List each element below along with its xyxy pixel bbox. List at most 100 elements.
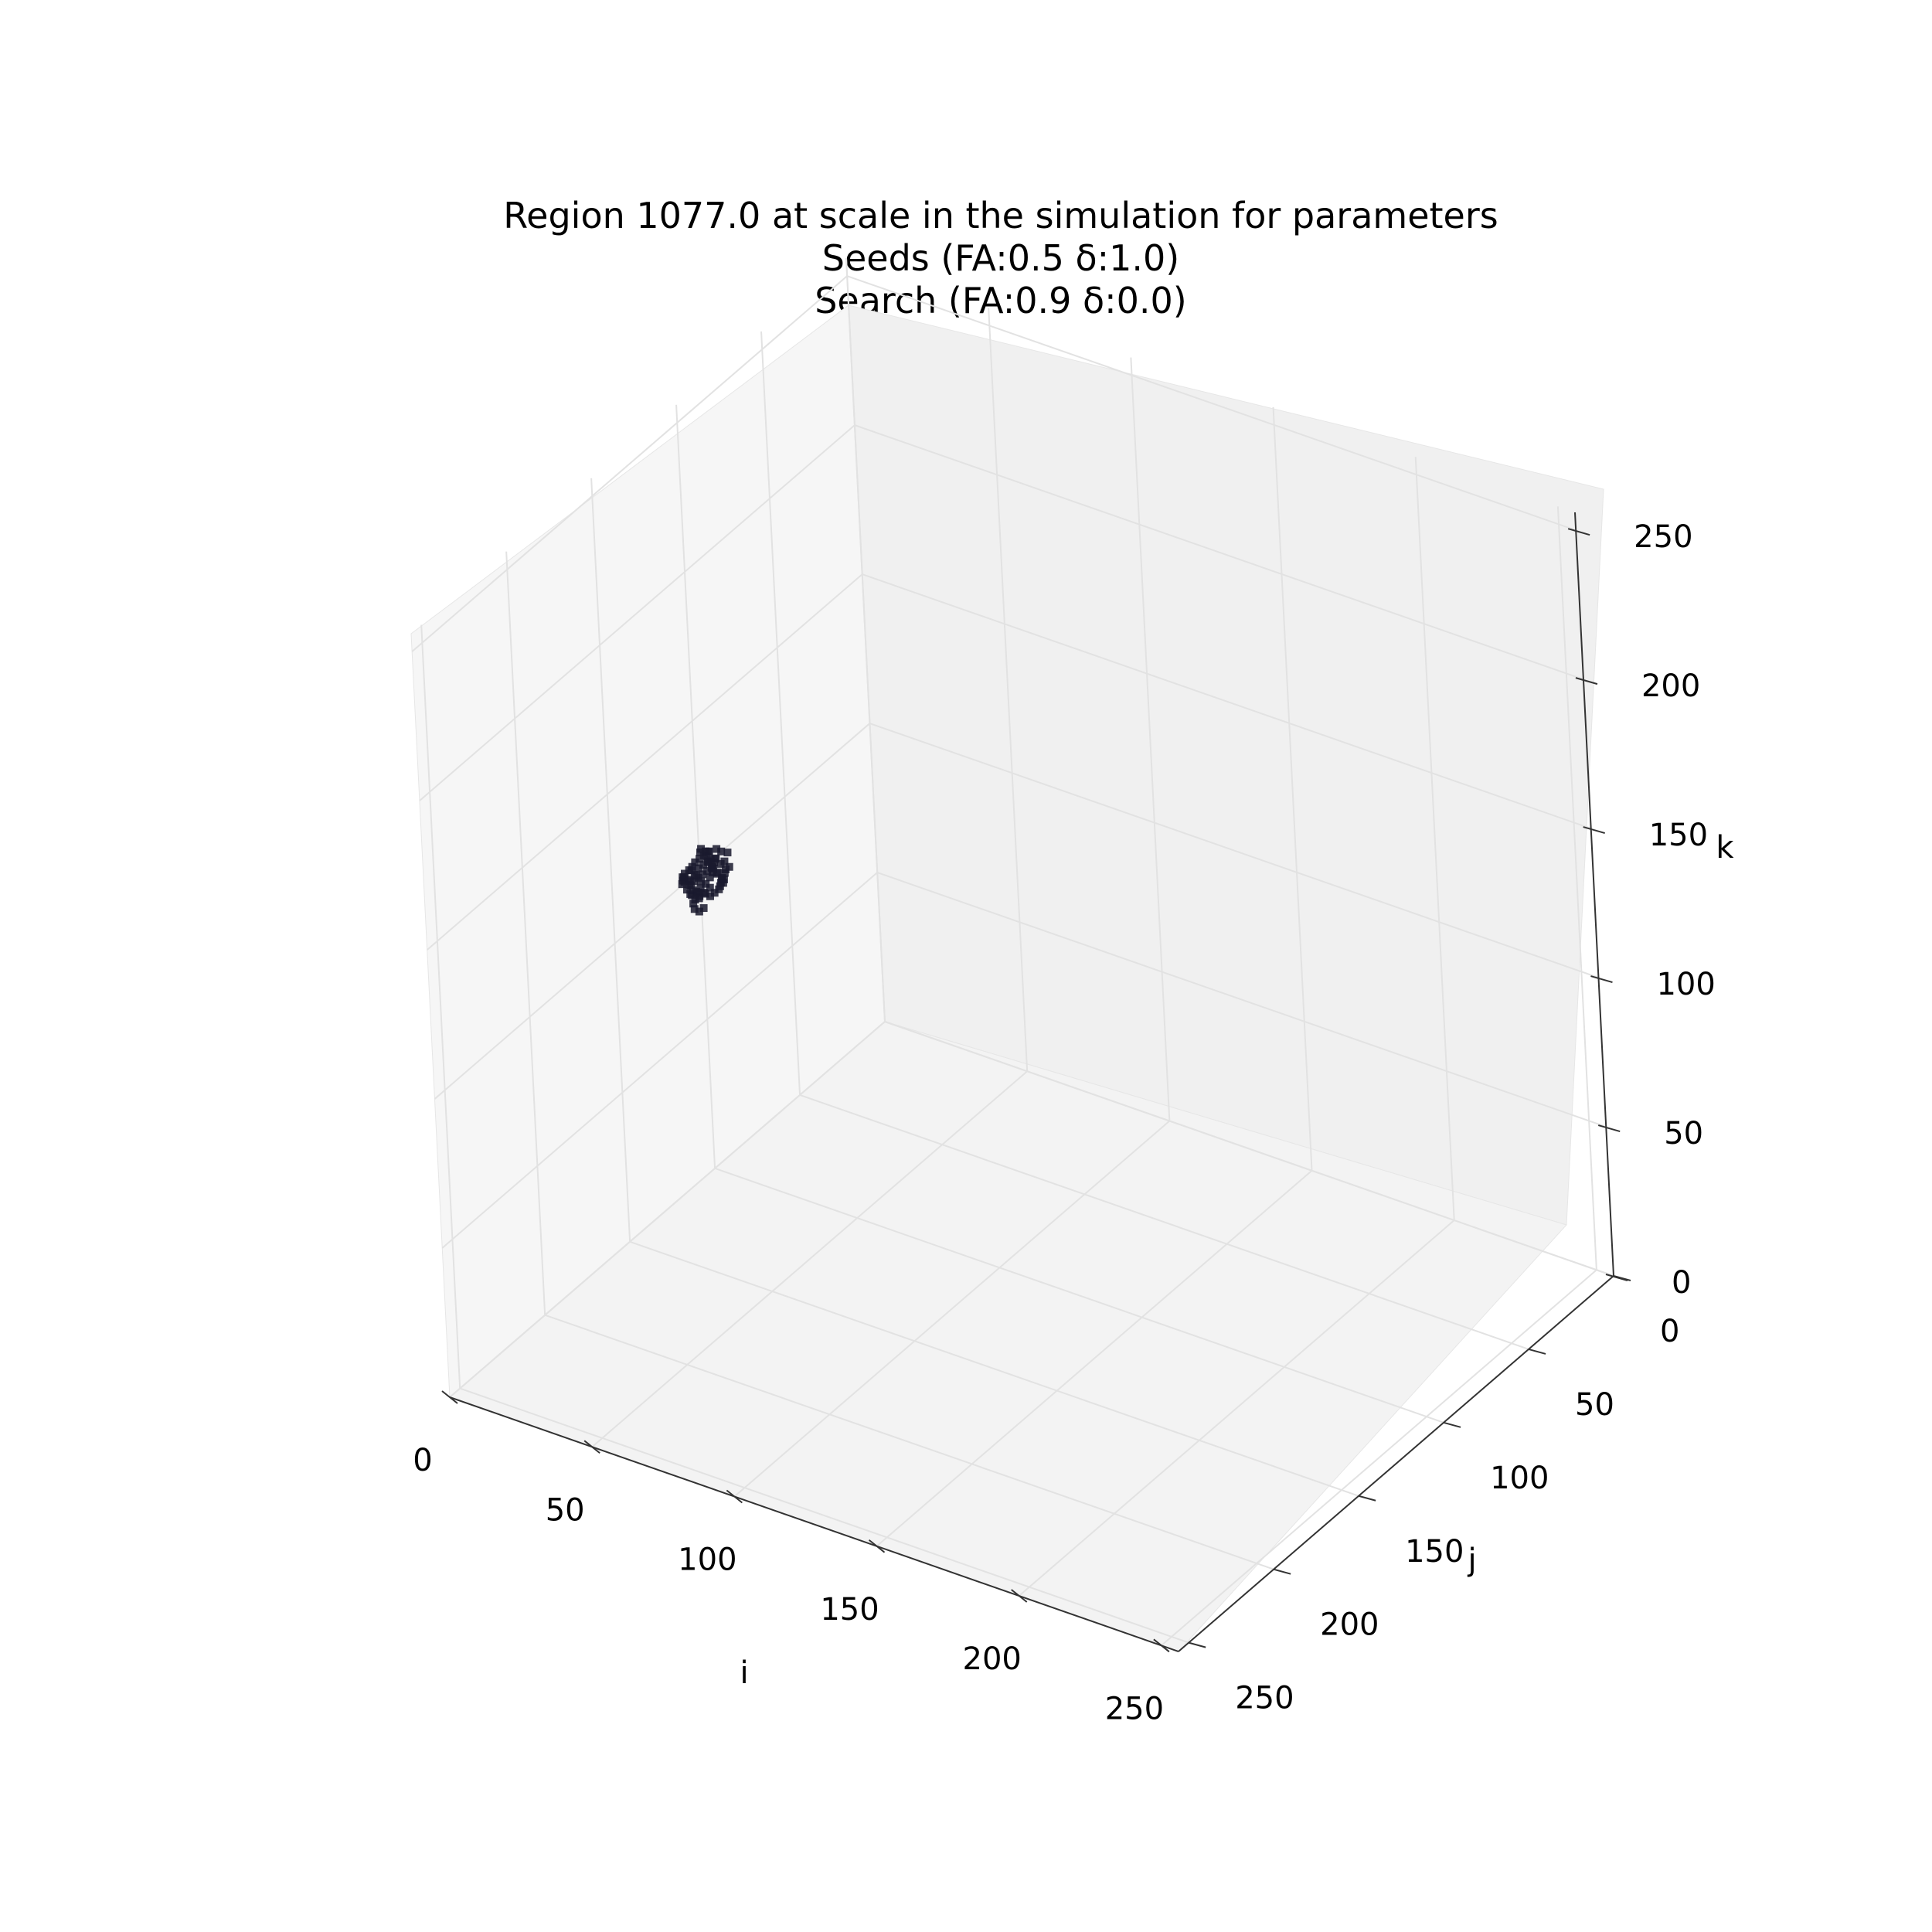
y-tick-label: 200 (1320, 1607, 1379, 1643)
x-tick-label: 0 (413, 1443, 432, 1478)
data-point (691, 896, 699, 904)
grid-line-z-left (441, 872, 878, 1249)
grid-line-z-right (854, 424, 1584, 681)
data-point (685, 866, 693, 875)
grid-line-y-wall (760, 331, 801, 1095)
data-point (706, 873, 714, 882)
data-point (710, 889, 719, 897)
data-point (696, 884, 705, 893)
z-tick-label: 50 (1664, 1116, 1703, 1151)
grid-line-z-left (434, 723, 871, 1100)
grid-line-x-floor (591, 1070, 1028, 1448)
grid-line-z-right (846, 275, 1577, 532)
data-point (697, 877, 706, 886)
grid-line-x-wall (1272, 406, 1313, 1171)
grid-line-y-floor (629, 1240, 1359, 1497)
x-tick-mark (583, 1440, 600, 1454)
grid-line-z-left (449, 1021, 886, 1398)
tick-marks (441, 528, 1631, 1653)
grid-line-y-floor (459, 1387, 1189, 1644)
grid-line-y-wall (505, 551, 546, 1315)
z-tick-mark (1605, 1274, 1628, 1281)
z-tick-label: 200 (1641, 668, 1700, 704)
data-point (713, 845, 721, 853)
grid-line-z-left (411, 275, 848, 652)
grid-lines (411, 257, 1614, 1647)
data-point (695, 894, 703, 903)
tick-labels: 0 50 100 150 200 250 0 50 100 150 200 250 0 50 100 150 2… (413, 519, 1716, 1726)
y-tick-label: 150 (1405, 1534, 1464, 1570)
z-tick-label: 100 (1656, 967, 1715, 1002)
grid-line-z-right (876, 872, 1607, 1128)
grid-line-x-wall (1556, 506, 1597, 1270)
z-tick-mark (1583, 826, 1605, 835)
grid-line-x-floor (1019, 1219, 1455, 1597)
x-tick-mark (1011, 1589, 1028, 1603)
data-point (713, 869, 721, 878)
data-point (679, 873, 687, 882)
data-point (720, 869, 729, 877)
data-point (682, 886, 691, 894)
data-point (708, 864, 716, 872)
y-tick-mark (1443, 1421, 1461, 1428)
x-tick-mark (441, 1390, 458, 1404)
grid-line-x-floor (733, 1120, 1171, 1498)
grid-line-y-wall (845, 257, 886, 1022)
z-axis-label: k (1716, 830, 1734, 866)
data-point (699, 904, 708, 913)
data-point (706, 883, 714, 892)
data-point (702, 847, 710, 855)
data-point (717, 847, 726, 855)
data-point (692, 872, 700, 880)
grid-line-x-floor (876, 1170, 1313, 1547)
grid-line-x-floor (1161, 1269, 1597, 1647)
data-point (701, 889, 709, 898)
data-point (691, 858, 699, 866)
data-point (712, 854, 720, 862)
y-tick-label: 0 (1660, 1314, 1679, 1349)
y-axis-line (1178, 1275, 1614, 1652)
title-line-1: Region 1077.0 at scale in the simulation… (503, 195, 1498, 236)
grid-line-y-floor (799, 1094, 1529, 1350)
grid-line-z-right (869, 723, 1599, 979)
data-point (680, 878, 689, 886)
grid-line-x-wall (1130, 357, 1171, 1121)
data-point (720, 857, 729, 866)
x-tick-label: 150 (820, 1592, 879, 1628)
y-tick-label: 100 (1490, 1461, 1549, 1496)
y-tick-label: 250 (1235, 1681, 1294, 1716)
x-axis-line (449, 1396, 1179, 1652)
z-tick-mark (1575, 677, 1598, 685)
z-tick-mark (1567, 528, 1590, 536)
grid-line-y-wall (675, 404, 716, 1168)
z-tick-mark (1597, 1124, 1621, 1132)
grid-line-x-wall (1414, 456, 1455, 1221)
data-point (689, 900, 698, 908)
z-tick-label: 0 (1672, 1265, 1691, 1301)
y-tick-label: 50 (1575, 1387, 1614, 1423)
data-point (695, 907, 703, 916)
data-point (704, 858, 713, 866)
z-tick-mark (1590, 975, 1613, 984)
grid-line-z-right (862, 573, 1592, 830)
y-axis-label: j (1467, 1543, 1476, 1578)
data-point (684, 876, 692, 884)
grid-line-z-left (419, 424, 855, 801)
z-tick-label: 150 (1649, 818, 1708, 853)
data-point (689, 886, 697, 895)
data-point (725, 862, 733, 871)
title-line-2: Seeds (FA:0.5 δ:1.0) (822, 237, 1179, 279)
y-tick-mark (1528, 1348, 1546, 1355)
grid-line-z-left (427, 573, 863, 951)
x-axis-label: i (740, 1655, 748, 1691)
data-point (703, 866, 712, 875)
y-tick-mark (1358, 1495, 1376, 1502)
grid-line-y-wall (420, 624, 461, 1389)
data-point (702, 852, 711, 861)
data-point (706, 892, 714, 900)
grid-line-z-right (884, 1021, 1614, 1277)
data-point (688, 891, 696, 900)
data-point (702, 879, 710, 888)
data-point (699, 870, 707, 879)
data-points (678, 845, 733, 916)
